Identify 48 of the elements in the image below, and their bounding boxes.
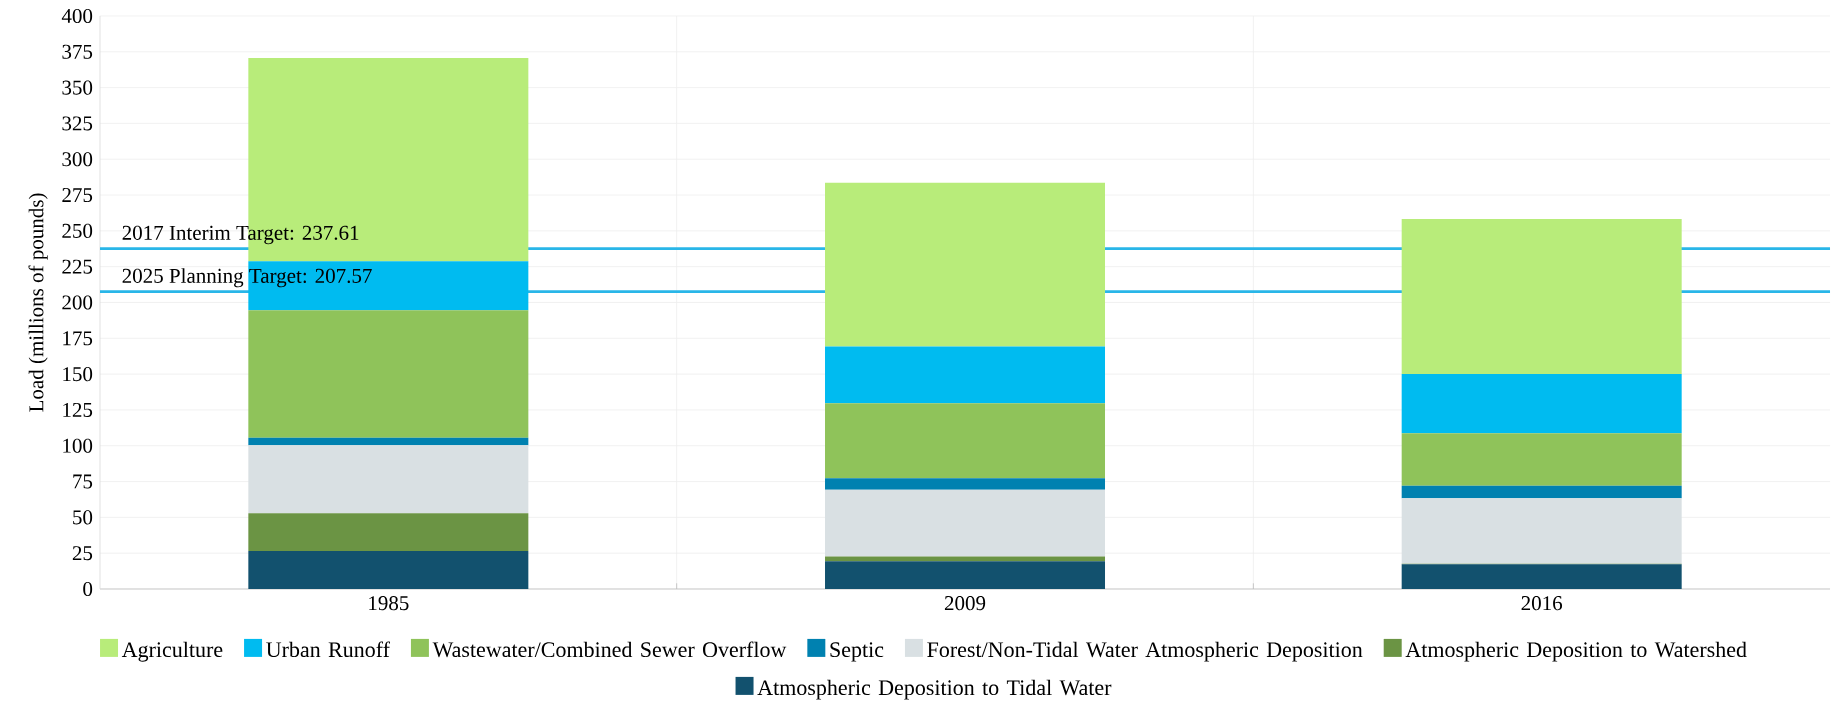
legend-label: Wastewater/Combined Sewer Overflow	[432, 641, 787, 658]
y-tick-label: 150	[63, 367, 93, 382]
bar	[248, 551, 529, 589]
bar	[825, 561, 1106, 589]
bar	[248, 261, 529, 311]
bar	[1401, 564, 1682, 589]
legend-label: Urban Runoff	[266, 641, 390, 658]
y-tick-label: 350	[62, 80, 93, 95]
legend-label: Atmospheric Deposition to Watershed	[1405, 641, 1747, 662]
y-tick-label: 250	[62, 223, 93, 238]
y-tick-label: 50	[73, 510, 93, 525]
y-tick-label: 175	[63, 331, 93, 346]
bar	[825, 478, 1106, 490]
y-tick-label: 225	[62, 259, 93, 274]
legend-label: Forest/Non-Tidal Water Atmospheric Deposition	[927, 641, 1363, 662]
y-tick-label: 25	[72, 546, 93, 561]
bar	[1401, 374, 1682, 434]
y-tick-label: 375	[62, 44, 93, 59]
bar	[825, 489, 1106, 557]
bar	[248, 310, 529, 438]
bar	[248, 513, 529, 552]
y-tick-label: 125	[63, 402, 93, 417]
y-tick-label: 275	[62, 188, 93, 203]
bar	[248, 445, 529, 514]
y-tick-label: 200	[62, 295, 93, 310]
legend-label: Atmospheric Deposition to Tidal Water	[757, 679, 1112, 700]
y-tick-label: 325	[62, 116, 93, 131]
y-tick-label: 0	[83, 581, 93, 597]
y-tick-label: 300	[62, 152, 93, 167]
bar	[825, 346, 1106, 404]
y-axis-title: Load (millions of pounds)	[28, 193, 48, 412]
bar	[1401, 498, 1682, 564]
legend-label: Agriculture	[121, 641, 223, 662]
bar	[248, 437, 529, 446]
bar	[1401, 485, 1682, 499]
ref-line-label: 2025 Planning Target: 207.57	[122, 268, 372, 288]
y-tick-label: 100	[63, 438, 93, 453]
bar	[825, 182, 1106, 347]
bar	[1401, 218, 1682, 375]
legend-label: Septic	[830, 642, 884, 662]
y-tick-label: 400	[61, 8, 93, 24]
y-tick-label: 75	[73, 474, 93, 489]
x-tick-label: 2009	[944, 596, 986, 611]
x-tick-label: 1985	[369, 596, 409, 611]
bar	[1401, 433, 1682, 486]
ref-line-label: 2017 Interim Target: 237.61	[122, 225, 359, 245]
bar	[825, 403, 1106, 479]
x-tick-label: 2016	[1521, 596, 1563, 611]
